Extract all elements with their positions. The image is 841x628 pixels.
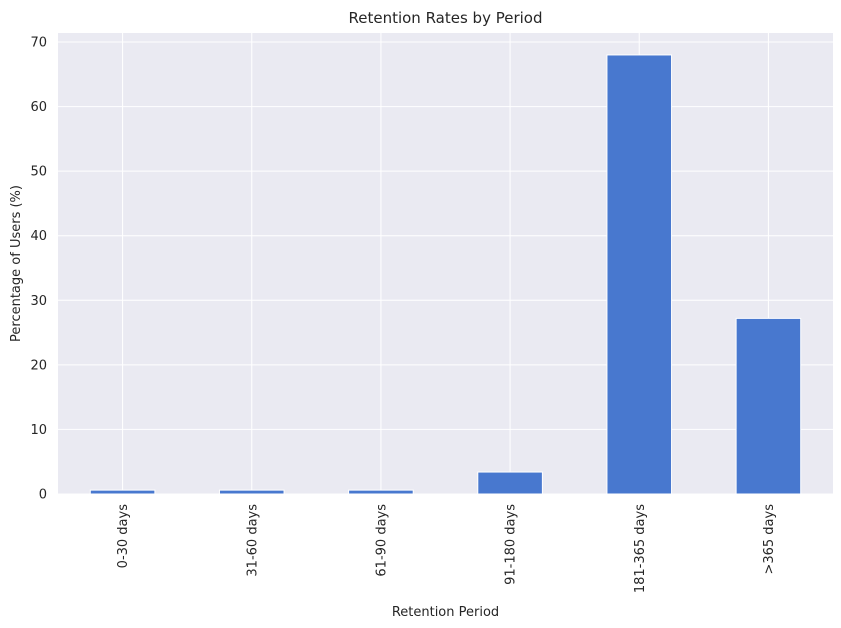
bars xyxy=(89,54,802,495)
x-tick-label: >365 days xyxy=(762,504,777,575)
bar xyxy=(477,471,543,495)
y-tick-label: 0 xyxy=(39,488,47,503)
y-tick-label: 40 xyxy=(30,229,47,244)
bar xyxy=(606,54,673,495)
x-axis-ticks: 0-30 days 31-60 days 61-90 days 91-180 days… xyxy=(116,504,777,593)
y-axis-ticks: 0 10 20 30 40 50 60 70 xyxy=(30,36,47,503)
x-axis-label: Retention Period xyxy=(392,605,499,620)
x-tick-label: 0-30 days xyxy=(116,504,131,569)
x-tick-label: 61-90 days xyxy=(374,504,389,577)
plot-area xyxy=(58,33,833,494)
y-tick-label: 10 xyxy=(30,423,47,438)
bar xyxy=(735,317,802,495)
y-axis-label: Percentage of Users (%) xyxy=(9,185,24,342)
bar xyxy=(89,489,156,495)
x-tick-label: 31-60 days xyxy=(245,504,260,577)
bar xyxy=(348,489,414,495)
y-tick-label: 60 xyxy=(30,100,47,115)
y-tick-label: 50 xyxy=(30,165,47,180)
y-tick-label: 20 xyxy=(30,358,47,373)
y-tick-label: 70 xyxy=(30,36,47,51)
x-tick-label: 91-180 days xyxy=(504,504,519,585)
chart-title: Retention Rates by Period xyxy=(348,9,542,27)
bar xyxy=(218,489,285,495)
y-tick-label: 30 xyxy=(30,294,47,309)
x-tick-label: 181-365 days xyxy=(633,504,648,593)
